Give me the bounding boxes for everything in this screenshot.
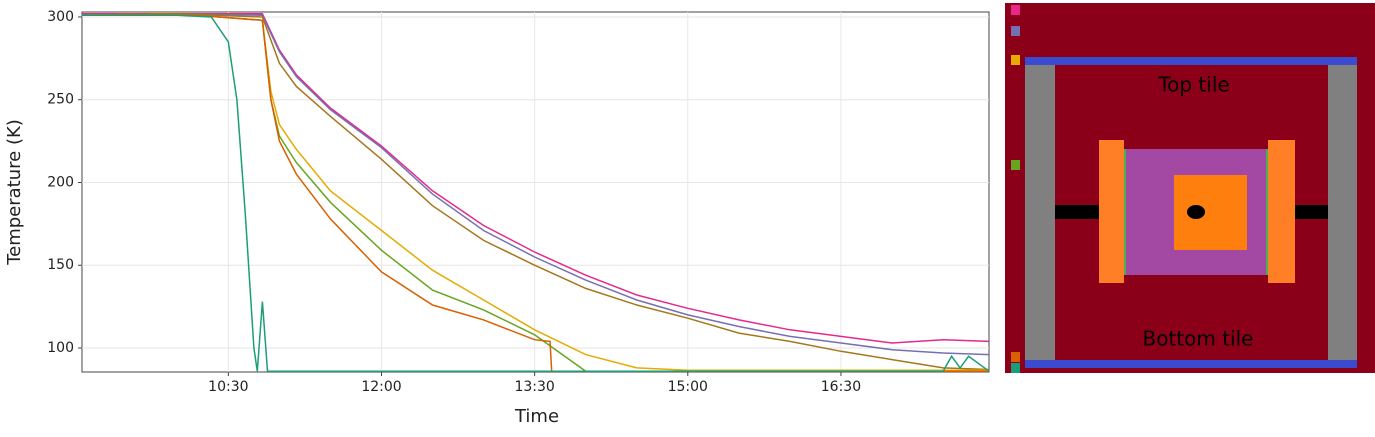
plot-frame: [81, 11, 990, 373]
x-tick-label: 10:30: [208, 379, 248, 395]
right-column: [1328, 65, 1357, 360]
color-keys: [1011, 5, 1020, 373]
y-tick-label: 250: [47, 92, 74, 108]
color-key: [1011, 26, 1020, 36]
x-tick-label: 16:30: [821, 379, 861, 395]
top-label: Top tile: [1157, 73, 1229, 97]
y-axis-label: Temperature (K): [4, 119, 25, 266]
series-line: [82, 14, 990, 372]
left-column: [1025, 65, 1055, 360]
right-rod: [1295, 205, 1328, 219]
series-line: [81, 12, 990, 356]
y-tick-label: 300: [47, 9, 74, 25]
color-key: [1011, 363, 1020, 373]
right-block: [1268, 140, 1295, 283]
x-tick-label: 15:00: [668, 379, 708, 395]
color-key: [1011, 55, 1020, 65]
hole: [1187, 205, 1205, 219]
x-tick-label: 13:30: [514, 379, 554, 395]
left-rod: [1055, 205, 1100, 219]
series-line: [81, 12, 990, 371]
top-bar: [1025, 57, 1357, 65]
color-key: [1011, 160, 1020, 170]
lines: [81, 12, 990, 372]
y-tick-label: 200: [47, 174, 74, 190]
color-key: [1011, 5, 1020, 15]
left-block: [1099, 140, 1124, 283]
x-axis-label: Time: [514, 406, 559, 427]
grid: 100 150 200 250 300 10:30 12:00 13:30 15:00 16:30: [47, 9, 989, 395]
inner-block: [1174, 175, 1247, 250]
bottom-label: Bottom tile: [1143, 327, 1254, 351]
color-key: [1011, 352, 1020, 362]
diagram: Top tile Bottom tile: [1005, 3, 1375, 373]
bottom-bar: [1025, 360, 1357, 368]
x-tick-label: 12:00: [361, 379, 401, 395]
y-tick-label: 100: [47, 340, 74, 356]
y-tick-label: 150: [47, 257, 74, 273]
